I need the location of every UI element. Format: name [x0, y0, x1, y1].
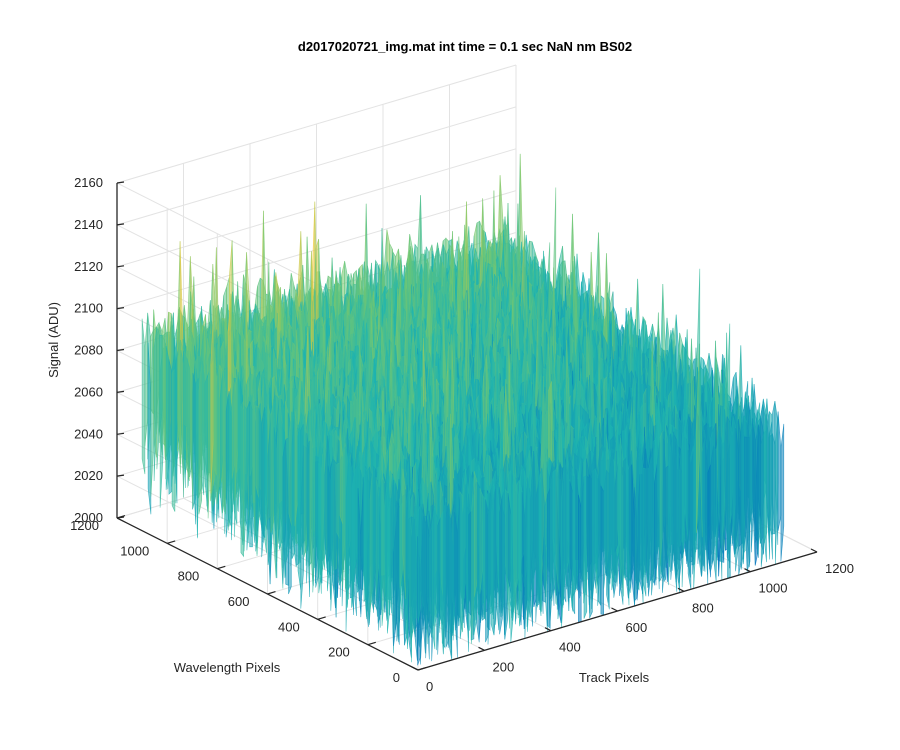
surface-patch: [150, 309, 154, 497]
surface-patch: [192, 372, 196, 525]
surface-patch: [327, 465, 332, 562]
surface: [141, 153, 785, 666]
back-wall-grid-line: [116, 148, 517, 268]
surface-patch: [189, 351, 194, 508]
surface-patch: [270, 399, 275, 533]
back-wall-grid-line: [116, 64, 517, 184]
surface-patch: [231, 372, 236, 479]
surface-patch: [225, 391, 230, 538]
surface-patch: [228, 391, 232, 527]
surface-patch: [180, 350, 184, 498]
surface-patch: [285, 437, 290, 562]
surface-patch: [162, 347, 166, 448]
surface-patch: [159, 347, 164, 508]
surface-patch: [183, 350, 188, 428]
surface-patch: [249, 393, 254, 476]
surface-patch: [174, 350, 178, 484]
surface-patch: [255, 405, 260, 499]
surface-patch: [198, 364, 202, 515]
surface-patch: [240, 405, 244, 558]
back-wall-grid-line: [116, 106, 517, 226]
surface-patch: [318, 462, 323, 594]
surface-patch: [354, 464, 358, 569]
surface-patch: [303, 415, 308, 558]
surface-patch: [171, 368, 176, 512]
surface-patch: [177, 349, 182, 465]
surface-patch: [321, 453, 326, 570]
surface-patch: [336, 462, 341, 540]
surface-patch: [147, 342, 152, 515]
surface-patch: [141, 318, 146, 475]
surface-patch: [363, 462, 368, 603]
surface-patch: [168, 359, 172, 495]
